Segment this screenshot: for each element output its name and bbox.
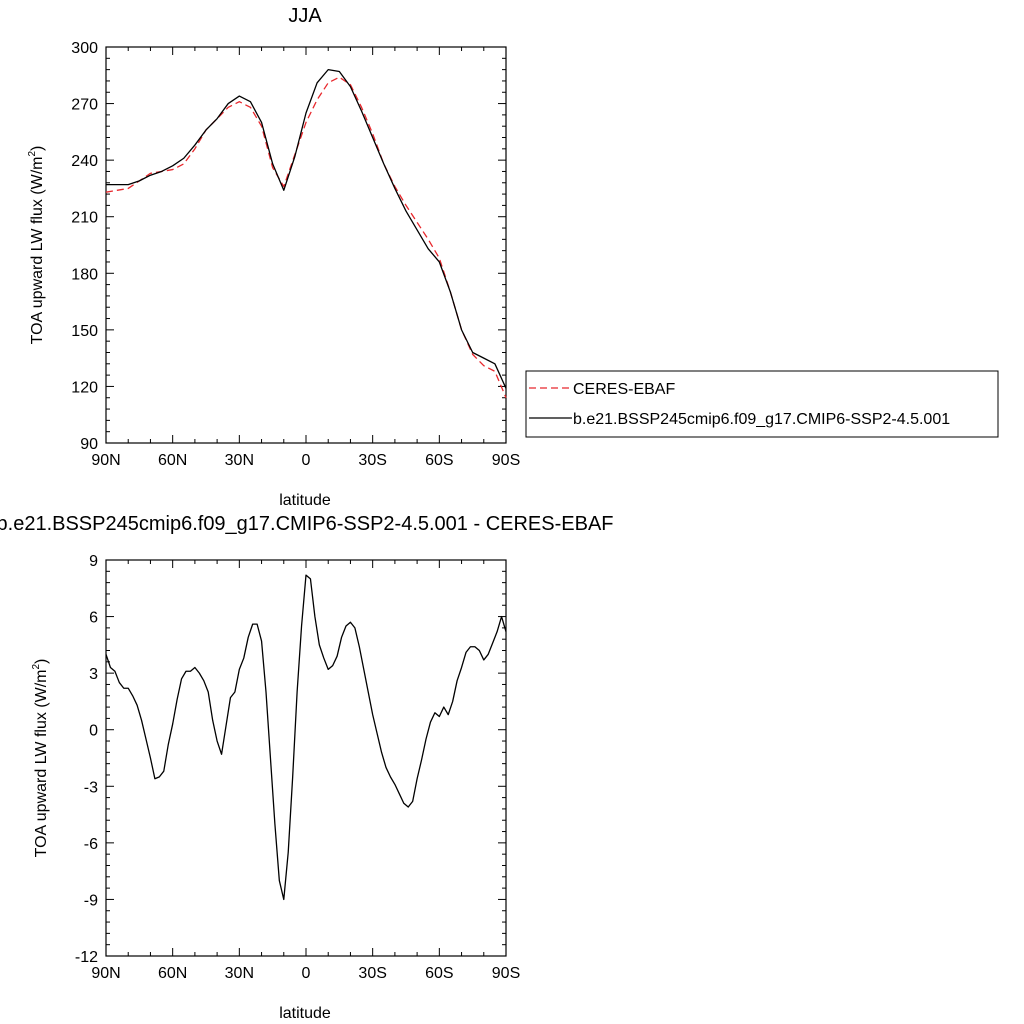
legend: CERES-EBAF b.e21.BSSP245cmip6.f09_g17.CM…: [525, 370, 999, 438]
bottom-y-tick-label: -3: [84, 779, 98, 796]
bottom-panel: b.e21.BSSP245cmip6.f09_g17.CMIP6-SSP2-4.…: [0, 513, 613, 1022]
bottom-y-tick-label: -12: [75, 949, 98, 966]
bottom-plot-area: 90N 60N 30N 0 30S 60S 90S -12 -9 -6 -3 0 3 6 9: [75, 553, 520, 982]
top-x-tick-label: 60N: [158, 452, 187, 469]
bottom-x-tick-label: 90S: [492, 965, 520, 982]
top-x-tick-label: 60S: [425, 452, 453, 469]
bottom-chart-title: b.e21.BSSP245cmip6.f09_g17.CMIP6-SSP2-4.…: [0, 513, 613, 535]
bottom-x-tick-label: 0: [302, 965, 311, 982]
top-y-axis-label-main: TOA upward LW flux (W/m: [29, 157, 46, 345]
bottom-y-axis-label-main: TOA upward LW flux (W/m: [33, 670, 50, 858]
legend-box: [525, 370, 999, 438]
top-y-tick-label: 300: [71, 40, 98, 57]
top-x-tick-label: 30N: [225, 452, 254, 469]
bottom-x-tick-label: 60S: [425, 965, 453, 982]
top-panel: JJA 90N 60N 30N 0 30S 60S 90S 90 120 150 180 210 240…: [27, 5, 999, 509]
bottom-y-tick-label: 9: [89, 553, 98, 570]
bottom-x-tick-label: 30S: [358, 965, 386, 982]
bottom-y-tick-label: 6: [89, 610, 98, 627]
bottom-y-tick-label: 3: [89, 666, 98, 683]
bottom-y-axis-label-sup: 2: [31, 664, 42, 670]
top-x-tick-label: 90S: [492, 452, 520, 469]
top-y-tick-label: 120: [71, 379, 98, 396]
bottom-y-axis-label: TOA upward LW flux (W/m2): [31, 659, 50, 858]
top-x-tick-label: 30S: [358, 452, 386, 469]
top-series-line-1: [106, 68, 507, 389]
top-y-axis-label-sup: 2: [27, 151, 38, 157]
bottom-x-tick-label: 90N: [91, 965, 120, 982]
legend-label-ceres: CERES-EBAF: [573, 381, 675, 398]
bottom-x-axis-label: latitude: [279, 1005, 331, 1022]
top-x-tick-label: 90N: [91, 452, 120, 469]
top-chart-title: JJA: [288, 5, 322, 27]
legend-label-model: b.e21.BSSP245cmip6.f09_g17.CMIP6-SSP2-4.…: [573, 411, 950, 428]
top-plot-frame: [105, 46, 507, 444]
top-x-axis-label: latitude: [279, 492, 331, 509]
bottom-x-tick-label: 60N: [158, 965, 187, 982]
bottom-y-axis-label-close: ): [33, 659, 50, 664]
bottom-series-line-0: [105, 574, 507, 901]
top-y-tick-label: 150: [71, 323, 98, 340]
bottom-y-tick-label: -9: [84, 892, 98, 909]
top-y-axis-label: TOA upward LW flux (W/m2): [27, 146, 46, 345]
top-y-tick-label: 270: [71, 97, 98, 114]
bottom-y-tick-label: 0: [89, 723, 98, 740]
bottom-x-tick-label: 30N: [225, 965, 254, 982]
top-y-tick-label: 90: [80, 436, 98, 453]
top-plot-area: 90N 60N 30N 0 30S 60S 90S 90 120 150 180 210 240 270 3…: [71, 40, 520, 469]
top-y-tick-label: 180: [71, 266, 98, 283]
top-series-line-0: [105, 76, 507, 398]
top-y-tick-label: 240: [71, 153, 98, 170]
top-y-tick-label: 210: [71, 210, 98, 227]
top-y-axis-label-close: ): [29, 146, 46, 151]
bottom-y-tick-label: -6: [84, 836, 98, 853]
top-x-tick-label: 0: [302, 452, 311, 469]
